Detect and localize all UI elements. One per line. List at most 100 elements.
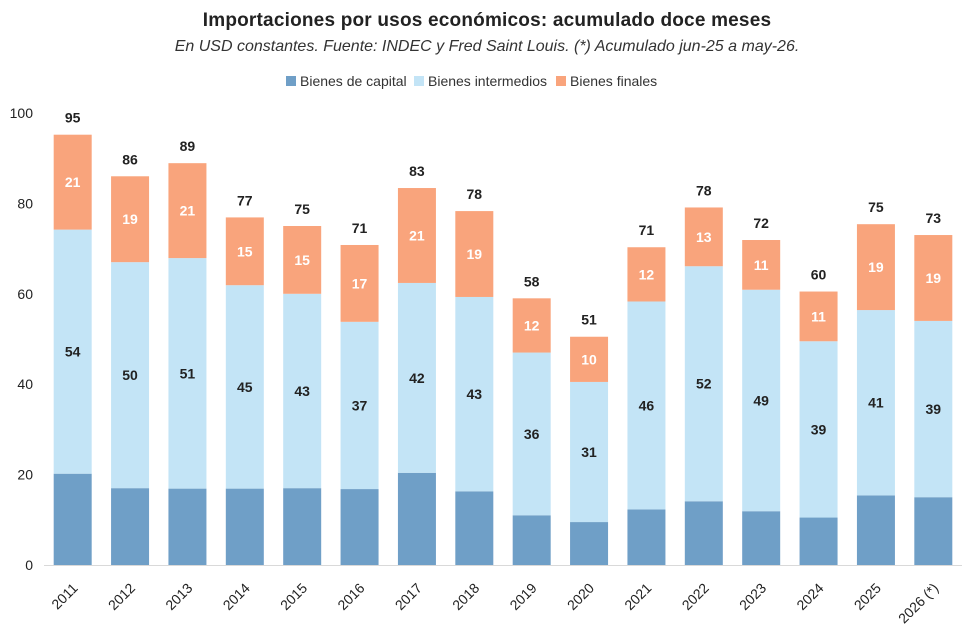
y-tick-label: 100 [10,105,34,121]
bar-segment-bienes-intermedios [283,293,322,489]
bar-segment-bienes-intermedios [512,352,551,516]
total-label: 60 [811,267,827,283]
data-label: 31 [581,444,597,460]
data-label: 12 [639,266,655,282]
x-tick-label: 2021 [621,580,654,613]
bar-segment-bienes-finales [340,244,379,322]
data-label: 52 [696,376,712,392]
bar-segment-bienes-intermedios [455,296,494,492]
x-tick-label: 2019 [506,580,539,613]
data-label: 13 [696,229,712,245]
bar-segment-bienes-intermedios [856,310,895,496]
bar-segment-bienes-de-capital [627,509,666,565]
data-label: 36 [524,426,540,442]
x-tick-label: 2015 [277,580,310,613]
x-tick-label: 2012 [105,580,138,613]
bar-segment-bienes-finales [53,134,92,230]
x-tick-label: 2024 [793,580,826,613]
total-label: 75 [294,201,310,217]
bar-segment-bienes-finales [914,235,953,321]
bar-segment-bienes-finales [799,291,838,342]
x-tick-label: 2013 [162,580,195,613]
data-label: 11 [754,257,769,273]
chart-subtitle: En USD constantes. Fuente: INDEC y Fred … [174,38,800,55]
bar-segment-bienes-finales [742,240,781,290]
legend-label: Bienes finales [570,73,657,89]
data-label: 17 [352,275,368,291]
total-label: 75 [868,199,884,215]
bar-segment-bienes-intermedios [111,262,150,489]
data-label: 54 [65,344,81,360]
data-label: 37 [352,397,368,413]
data-label: 46 [639,397,655,413]
total-label: 51 [581,312,597,328]
bar-segment-bienes-intermedios [627,301,666,510]
data-label: 10 [581,351,597,367]
bar-segment-bienes-finales [512,298,551,353]
data-label: 15 [294,252,310,268]
total-label: 73 [926,210,942,226]
data-label: 49 [753,392,769,408]
total-label: 83 [409,163,425,179]
bar-segment-bienes-de-capital [799,517,838,565]
bar-segment-bienes-intermedios [168,258,207,489]
data-label: 12 [524,317,540,333]
bar-segment-bienes-de-capital [397,472,436,565]
bar-segment-bienes-intermedios [340,321,379,490]
total-label: 72 [753,215,769,231]
legend-swatch [286,76,296,86]
chart-title: Importaciones por usos económicos: acumu… [202,10,772,31]
bar-segment-bienes-de-capital [570,522,609,565]
bar-segment-bienes-finales [684,207,723,267]
data-label: 21 [180,203,196,219]
data-label: 41 [868,395,884,411]
data-label: 21 [409,227,425,243]
data-label: 11 [811,308,826,324]
data-label: 42 [409,370,425,386]
legend-swatch [556,76,566,86]
data-label: 51 [180,365,196,381]
y-tick-label: 0 [25,557,33,573]
data-label: 43 [294,383,310,399]
bar-segment-bienes-intermedios [225,285,264,489]
x-tick-label: 2020 [564,580,597,613]
total-label: 95 [65,110,81,126]
data-label: 19 [868,259,884,275]
total-label: 71 [639,222,655,238]
x-tick-label: 2025 [851,580,884,613]
total-label: 89 [180,138,196,154]
data-label: 21 [65,174,81,190]
bar-segment-bienes-finales [455,211,494,297]
x-tick-label: 2026 (*) [895,580,942,627]
bar-segment-bienes-finales [168,163,207,259]
bar-segment-bienes-de-capital [340,489,379,565]
data-label: 45 [237,379,253,395]
data-label: 19 [467,246,483,262]
bar-segment-bienes-intermedios [799,341,838,518]
bar-segment-bienes-finales [225,217,264,286]
bar-segment-bienes-de-capital [168,488,207,565]
bar-segment-bienes-de-capital [512,515,551,565]
bar-segment-bienes-de-capital [914,497,953,565]
bar-segment-bienes-intermedios [742,289,781,512]
bar-segment-bienes-de-capital [111,488,150,565]
bar-segment-bienes-finales [570,336,609,382]
legend-label: Bienes intermedios [428,73,547,89]
data-label: 39 [926,401,942,417]
x-tick-label: 2023 [736,580,769,613]
bar-segment-bienes-de-capital [283,488,322,565]
y-tick-label: 20 [17,467,33,483]
bar-segment-bienes-intermedios [684,266,723,502]
bar-segment-bienes-finales [627,247,666,302]
x-tick-label: 2011 [48,580,81,613]
y-tick-label: 80 [17,195,33,211]
bar-segment-bienes-intermedios [570,381,609,523]
data-label: 15 [237,243,253,259]
x-tick-label: 2022 [679,580,712,613]
total-label: 78 [696,182,712,198]
data-label: 19 [122,211,138,227]
bar-segment-bienes-finales [283,226,322,294]
total-label: 78 [467,186,483,202]
